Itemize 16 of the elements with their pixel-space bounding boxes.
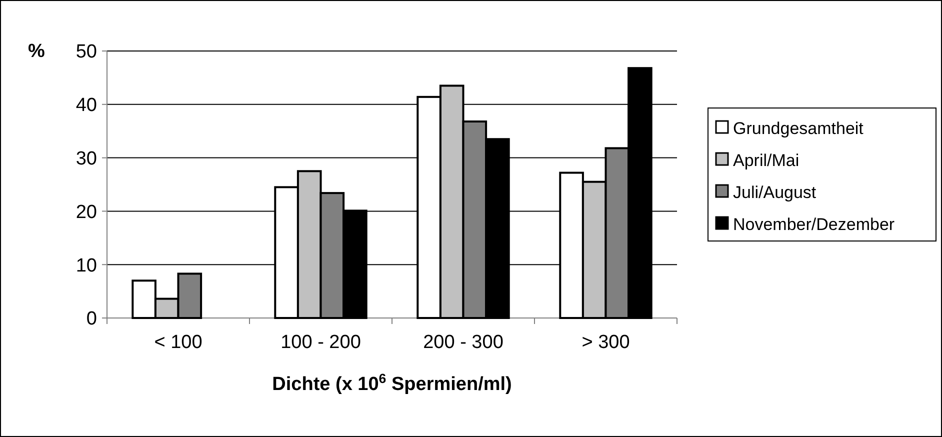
y-tick-label: 50 bbox=[76, 42, 97, 63]
legend-label: Grundgesamtheit bbox=[733, 118, 864, 138]
x-axis-title: Dichte (x 10$^{6}$ Spermien/ml) bbox=[272, 370, 512, 395]
legend-label: April/Mai bbox=[733, 150, 800, 170]
legend-label: November/Dezember bbox=[733, 214, 895, 234]
legend-label: Juli/August bbox=[733, 182, 816, 202]
x-tick-label: > 300 bbox=[582, 332, 630, 353]
y-tick-label: 20 bbox=[76, 202, 97, 223]
y-tick-label: 30 bbox=[76, 148, 97, 170]
x-tick-label: 100 - 200 bbox=[280, 332, 361, 353]
x-tick-label: 200 - 300 bbox=[423, 332, 504, 353]
y-tick-label: 0 bbox=[86, 308, 97, 330]
y-axis-title: % bbox=[28, 41, 45, 62]
y-tick-label: 10 bbox=[76, 255, 97, 276]
x-tick-label: < 100 bbox=[154, 332, 202, 353]
y-tick-label: 40 bbox=[76, 95, 97, 116]
